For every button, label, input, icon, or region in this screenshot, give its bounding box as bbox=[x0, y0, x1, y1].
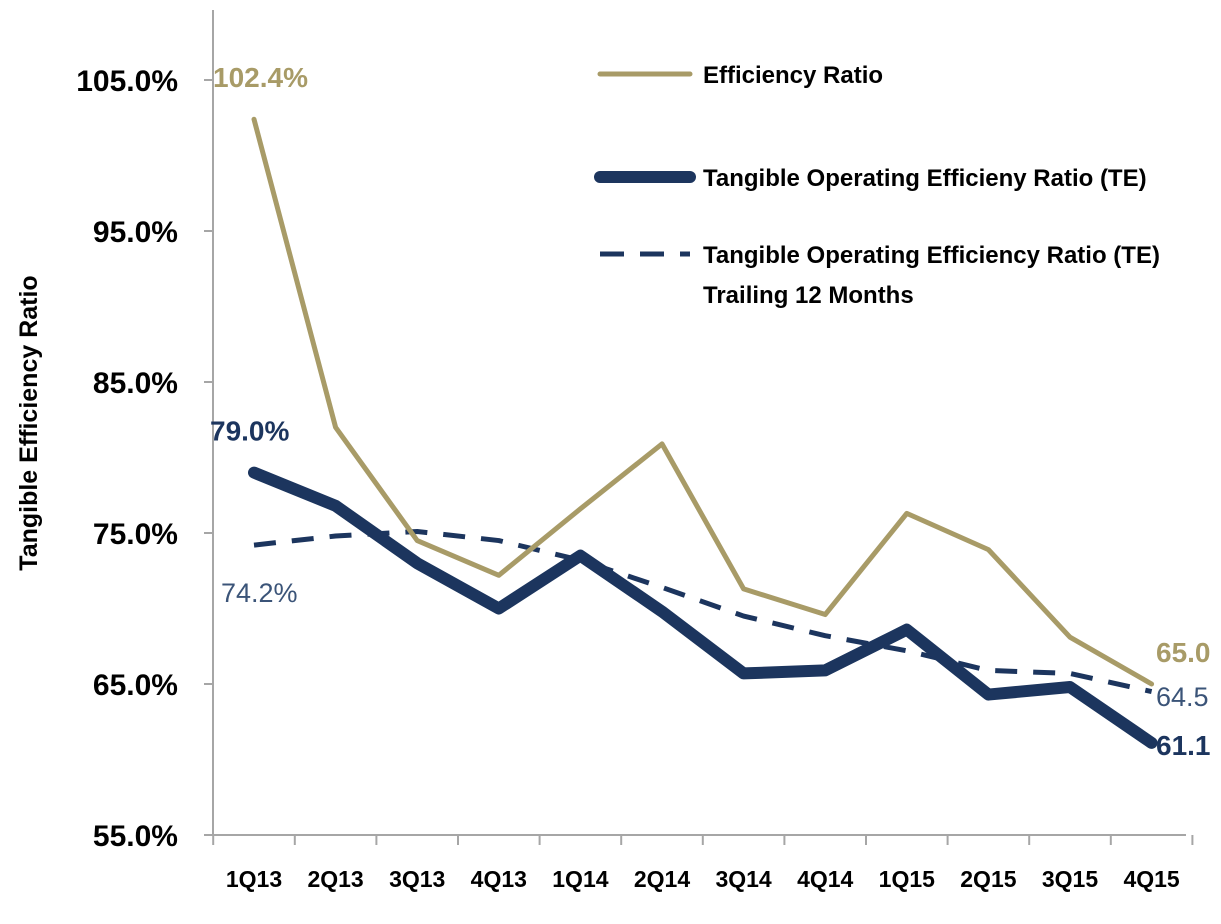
data-label: 102.4% bbox=[213, 62, 308, 93]
x-tick-label: 4Q14 bbox=[797, 866, 853, 892]
y-tick-label: 95.0% bbox=[93, 216, 178, 249]
x-tick-label: 1Q14 bbox=[552, 866, 608, 892]
data-label: 79.0% bbox=[210, 416, 289, 447]
x-tick-label: 1Q15 bbox=[879, 866, 935, 892]
y-tick-label: 55.0% bbox=[93, 820, 178, 853]
y-tick-label: 105.0% bbox=[76, 65, 178, 98]
x-tick-label: 2Q13 bbox=[307, 866, 363, 892]
x-tick-label: 3Q13 bbox=[389, 866, 445, 892]
data-label: 74.2% bbox=[221, 578, 298, 608]
legend-label: Tangible Operating Efficieny Ratio (TE) bbox=[703, 165, 1147, 192]
series-line-2 bbox=[253, 528, 1153, 694]
data-label: 64.5 bbox=[1156, 682, 1209, 712]
axes-layer: 105.0% 95.0% 85.0% 75.0% 65.0% 55.0% 1Q13 2Q13 3… bbox=[76, 10, 1194, 892]
legend: Efficiency Ratio Tangible Operating Effic… bbox=[594, 62, 1160, 309]
x-tick-label: 2Q14 bbox=[634, 866, 690, 892]
x-tick-label: 1Q13 bbox=[226, 866, 282, 892]
y-tick-label: 65.0% bbox=[93, 669, 178, 702]
x-tick-label: 4Q15 bbox=[1123, 866, 1179, 892]
data-label: 61.1 bbox=[1156, 730, 1211, 761]
series-line-0 bbox=[251, 116, 1155, 687]
data-label: 65.0 bbox=[1156, 637, 1211, 668]
y-tick-label: 85.0% bbox=[93, 367, 178, 400]
x-tick-label: 4Q13 bbox=[471, 866, 527, 892]
legend-label: Efficiency Ratio bbox=[703, 62, 883, 89]
data-labels-layer: 102.4% 79.0% 74.2% 65.0 64.5 61.1 bbox=[210, 62, 1211, 761]
x-tick-label: 3Q15 bbox=[1042, 866, 1098, 892]
series-line-1 bbox=[248, 466, 1158, 749]
legend-label: Trailing 12 Months bbox=[703, 282, 914, 309]
series-layer bbox=[248, 116, 1158, 749]
y-axis-title: Tangible Efficiency Ratio bbox=[15, 275, 43, 570]
x-tick-label: 3Q14 bbox=[715, 866, 771, 892]
legend-label: Tangible Operating Efficiency Ratio (TE) bbox=[703, 242, 1160, 269]
y-tick-label: 75.0% bbox=[93, 518, 178, 551]
x-tick-label: 2Q15 bbox=[960, 866, 1016, 892]
